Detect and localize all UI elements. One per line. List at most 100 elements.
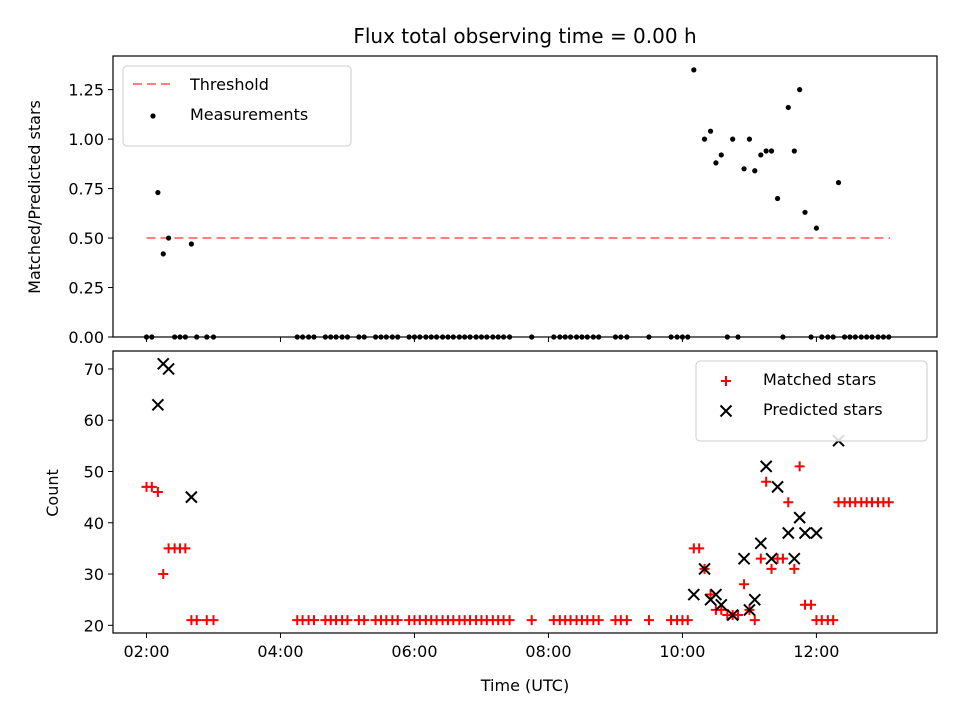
bottom-point-plus xyxy=(146,481,157,492)
bottom-point-x xyxy=(771,480,784,494)
bottom-point-x xyxy=(788,552,801,565)
top-point-dot xyxy=(160,251,166,257)
bottom-point-plus xyxy=(783,497,794,508)
legend-dot-swatch xyxy=(150,113,156,119)
bottom-point-plus xyxy=(359,615,370,626)
top-point-dot xyxy=(166,235,172,241)
bottom-ylabel: Count xyxy=(43,469,62,517)
bottom-point-plus xyxy=(794,461,805,472)
bottom-point-x xyxy=(185,490,198,504)
bottom-point-x xyxy=(782,526,795,540)
bottom-point-plus xyxy=(342,615,353,626)
bottom-panel: Count Time (UTC) 20 30 40 50 60 70 02:00 04:00 0… xyxy=(43,350,938,695)
bottom-point-x xyxy=(765,552,778,565)
top-legend-box xyxy=(122,65,352,147)
bottom-ytick-label: 20 xyxy=(84,616,104,635)
bottom-point-plus xyxy=(739,579,750,590)
bottom-point-x xyxy=(698,562,711,576)
top-point-dot xyxy=(155,189,161,196)
bottom-point-plus xyxy=(208,615,219,626)
bottom-ytick-label: 50 xyxy=(84,462,104,481)
bottom-point-plus xyxy=(504,615,515,626)
bottom-point-plus xyxy=(777,553,788,564)
bottom-point-plus xyxy=(705,589,716,600)
legend-label: Threshold xyxy=(189,75,269,94)
bottom-point-x xyxy=(709,588,723,601)
top-ytick-label: 0.00 xyxy=(68,328,104,347)
bottom-point-plus xyxy=(733,610,744,621)
chart-title: Flux total observing time = 0.00 h xyxy=(353,24,696,48)
xtick-label: 08:00 xyxy=(525,642,571,661)
bottom-point-plus xyxy=(621,615,632,626)
bottom-ytick-label: 40 xyxy=(84,514,104,533)
top-point-dot xyxy=(791,148,797,154)
bottom-point-x xyxy=(737,552,751,565)
legend-label: Matched stars xyxy=(763,370,876,389)
top-point-dot xyxy=(707,128,714,134)
bottom-point-x xyxy=(715,598,728,612)
bottom-point-x xyxy=(162,362,175,376)
bottom-point-plus xyxy=(526,615,537,626)
top-axes-frame xyxy=(112,55,938,338)
bottom-point-plus xyxy=(694,543,705,554)
xtick-label: 02:00 xyxy=(123,642,169,661)
bottom-point-x xyxy=(759,460,773,473)
legend-label: Measurements xyxy=(190,105,308,124)
bottom-point-plus xyxy=(789,563,800,574)
bottom-point-plus xyxy=(755,553,766,564)
bottom-point-plus xyxy=(749,615,760,626)
top-panel: Matched/Predicted stars 0.00 0.25 0.50 0.75… xyxy=(25,55,938,347)
top-point-dot xyxy=(813,225,820,231)
bottom-point-plus xyxy=(761,476,772,487)
top-point-dot xyxy=(758,152,764,158)
bottom-point-plus xyxy=(682,615,693,626)
bottom-ytick-label: 30 xyxy=(84,565,104,584)
x-axis-label: Time (UTC) xyxy=(480,676,569,695)
xtick-label: 12:00 xyxy=(793,642,839,661)
top-point-dot xyxy=(835,180,842,186)
xtick-label: 10:00 xyxy=(659,642,705,661)
xtick-label: 04:00 xyxy=(257,642,303,661)
top-point-dot xyxy=(741,166,747,172)
bottom-point-x xyxy=(748,593,761,606)
top-ylabel: Matched/Predicted stars xyxy=(25,100,44,294)
top-ytick-label: 1.25 xyxy=(68,81,104,100)
bottom-point-x xyxy=(726,608,739,622)
bottom-point-x xyxy=(687,588,701,601)
top-point-dot xyxy=(730,136,736,142)
bottom-point-x xyxy=(793,511,806,524)
bottom-point-plus xyxy=(180,543,191,554)
bottom-point-plus xyxy=(593,615,604,626)
xtick-label: 06:00 xyxy=(391,642,437,661)
top-point-dot xyxy=(691,67,697,73)
bottom-point-plus xyxy=(643,615,654,626)
top-ytick-label: 0.50 xyxy=(68,229,104,248)
top-point-dot xyxy=(701,136,708,142)
top-point-dot xyxy=(774,195,781,202)
bottom-legend-box xyxy=(695,360,928,442)
legend-label: Predicted stars xyxy=(763,400,883,419)
bottom-point-plus xyxy=(152,487,163,497)
bottom-point-x xyxy=(754,537,768,550)
bottom-ytick-label: 70 xyxy=(84,360,104,379)
bottom-point-x xyxy=(151,398,165,412)
bottom-point-plus xyxy=(806,599,817,610)
top-point-dot xyxy=(713,160,719,166)
bottom-point-plus xyxy=(392,615,403,626)
bottom-point-x xyxy=(810,526,823,540)
top-point-dot xyxy=(752,168,758,174)
top-point-dot xyxy=(718,152,724,158)
bottom-point-plus xyxy=(766,563,777,574)
bottom-point-x xyxy=(743,603,756,617)
top-point-dot xyxy=(802,209,808,215)
bottom-point-plus xyxy=(308,615,319,626)
top-point-dot xyxy=(746,136,753,142)
bottom-ytick-label: 60 xyxy=(84,411,104,430)
top-point-dot xyxy=(188,241,194,247)
bottom-axes-frame xyxy=(112,350,938,634)
top-point-dot xyxy=(797,87,803,93)
top-point-dot xyxy=(763,148,769,154)
legend-plus-swatch xyxy=(721,376,731,386)
top-point-dot xyxy=(785,104,791,111)
bottom-point-x xyxy=(798,526,812,540)
